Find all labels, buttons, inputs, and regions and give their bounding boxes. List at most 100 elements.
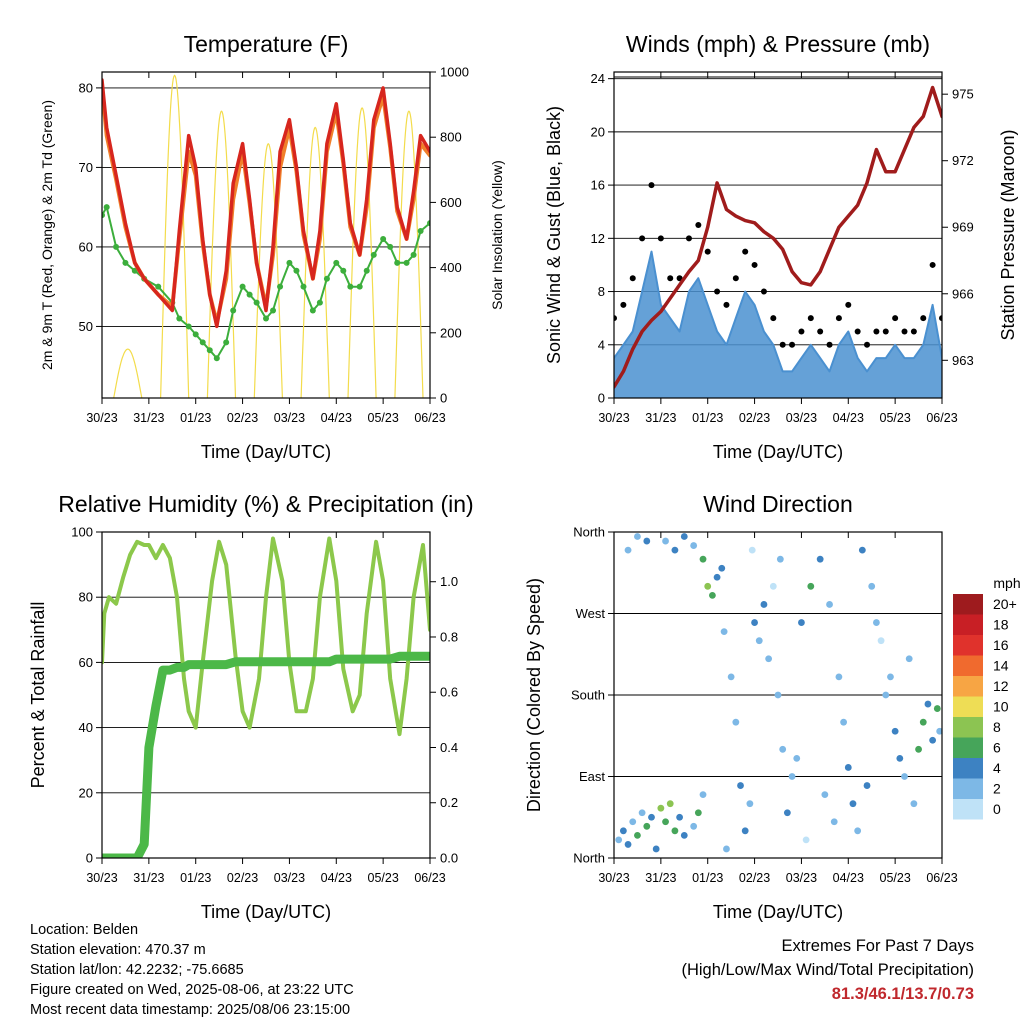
elevation-text: Station elevation: 470.37 m [30, 942, 206, 958]
direction-point [905, 655, 913, 663]
direction-point [699, 555, 707, 563]
direction-point [619, 827, 627, 835]
direction-point [751, 619, 758, 626]
colorbar-swatch [953, 655, 983, 676]
direction-point [720, 628, 728, 636]
direction-point [680, 533, 688, 540]
rh_precip-y2tick-label: 0.8 [440, 629, 458, 644]
direction-point [868, 582, 876, 590]
gust-point [779, 341, 786, 348]
direction-point [690, 822, 698, 830]
direction-point [629, 818, 637, 826]
direction-point [634, 831, 641, 839]
direction-point [746, 800, 754, 808]
temperature-ytick-label: 80 [79, 80, 93, 95]
direction-point [936, 727, 942, 735]
rh_precip-ytick-label: 40 [79, 720, 93, 735]
gust-point [864, 341, 871, 348]
direction-point [835, 673, 843, 681]
temperature-xtick-label: 02/23 [227, 411, 258, 425]
wind-area [614, 251, 942, 398]
direction-point [643, 537, 651, 545]
gust-point [873, 328, 880, 335]
direction-point [615, 836, 623, 844]
winds-y2tick-label: 972 [952, 153, 974, 168]
colorbar-swatch [953, 737, 983, 758]
direction-point [779, 745, 787, 753]
direction-point [671, 827, 679, 835]
temperature-y2label: Solar Insolation (Yellow) [489, 160, 505, 310]
gust-point [939, 315, 942, 322]
colorbar-label: 0 [993, 801, 1001, 817]
wind_direction-ytick-label: West [576, 606, 606, 621]
extremes-subtitle: (High/Low/Max Wind/Total Precipitation) [681, 961, 974, 979]
temperature-xtick-label: 05/23 [368, 411, 399, 425]
wind_direction-ytick-label: East [579, 769, 605, 784]
wind_direction-xtick-label: 06/23 [926, 871, 957, 885]
rh_precip-y2tick-label: 0.4 [440, 740, 458, 755]
direction-point [662, 537, 669, 545]
dewpoint-line [102, 206, 430, 360]
temp-2m-line [102, 78, 430, 329]
winds-xtick-label: 31/23 [645, 411, 676, 425]
wind_direction-xtick-label: 01/23 [692, 871, 723, 885]
direction-point [741, 827, 749, 835]
temperature-frame [101, 71, 431, 399]
direction-point [755, 637, 763, 645]
rh_precip-xtick-label: 04/23 [321, 871, 352, 885]
temperature-y2tick-label: 600 [440, 195, 462, 210]
direction-point [638, 809, 646, 817]
gust-point [614, 315, 617, 322]
created-text: Figure created on Wed, 2025-08-06, at 23… [30, 982, 354, 998]
temperature-y2tick-label: 1000 [440, 65, 469, 80]
gust-point [845, 301, 852, 308]
direction-point [882, 691, 890, 699]
winds-y2tick-label: 966 [952, 286, 974, 301]
direction-point [854, 827, 862, 835]
direction-point [765, 655, 773, 663]
rh_precip-ylabel: Percent & Total Rainfall [28, 602, 48, 789]
direction-point [737, 782, 744, 789]
location-text: Location: Belden [30, 922, 139, 938]
gust-point [760, 288, 767, 295]
gust-point [817, 328, 824, 335]
gust-point [901, 328, 908, 335]
gust-point [910, 328, 917, 335]
direction-point [783, 809, 791, 817]
gust-point [723, 301, 730, 308]
direction-point [634, 533, 641, 540]
extremes-title: Extremes For Past 7 Days [781, 937, 974, 955]
colorbar-label: 4 [993, 760, 1001, 776]
direction-point [748, 546, 756, 554]
insolation-line [206, 110, 237, 398]
rh_precip-xtick-label: 06/23 [414, 871, 445, 885]
direction-point [699, 791, 707, 799]
colorbar-label: 6 [993, 740, 1001, 756]
temperature-ytick-label: 60 [79, 239, 93, 254]
rh_precip-xtick-label: 31/23 [133, 871, 164, 885]
wind_direction-ytick-label: North [573, 525, 605, 540]
colorbar-label: 14 [993, 658, 1009, 674]
direction-point [776, 555, 784, 563]
direction-point [840, 718, 847, 726]
winds-xtick-label: 30/23 [598, 411, 629, 425]
rh_precip-y2tick-label: 0.0 [440, 851, 458, 866]
direction-point [830, 818, 838, 826]
winds-y2tick-label: 969 [952, 220, 974, 235]
direction-point [643, 822, 651, 830]
rh_precip-frame [101, 531, 431, 859]
winds-xtick-label: 05/23 [880, 411, 911, 425]
gust-point [667, 275, 674, 282]
gust-point [751, 261, 758, 268]
colorbar-swatch [953, 594, 983, 615]
direction-point [919, 718, 927, 726]
wind_direction-title: Wind Direction [703, 491, 853, 517]
direction-point [896, 754, 904, 762]
colorbar-label: 16 [993, 637, 1009, 653]
direction-point [652, 845, 660, 853]
direction-point [793, 754, 801, 762]
rh_precip-ytick-label: 60 [79, 655, 93, 670]
direction-point [873, 619, 880, 626]
direction-point [704, 582, 712, 590]
